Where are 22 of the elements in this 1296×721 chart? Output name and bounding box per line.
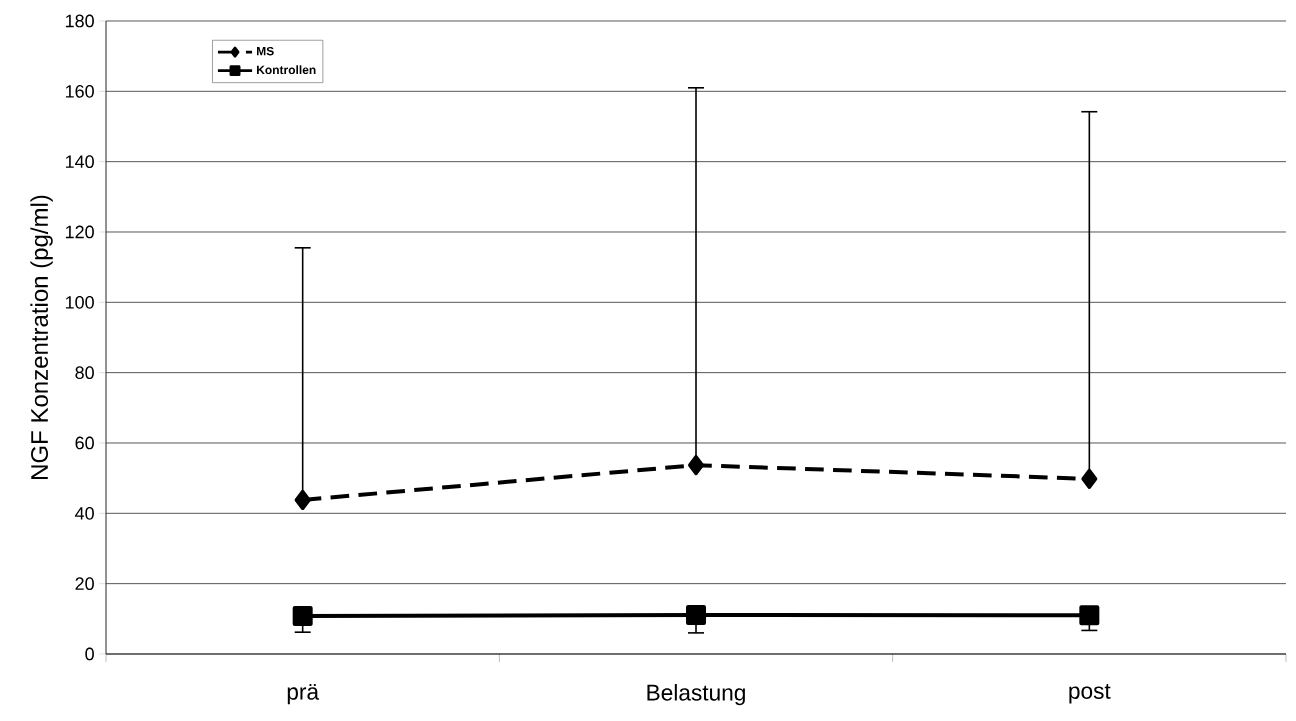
legend-label: MS (257, 46, 274, 56)
y-tick-label: 120 (65, 225, 94, 239)
point (292, 606, 313, 627)
legend-label: Kontrollen (257, 65, 316, 75)
y-tick-label: 60 (75, 436, 94, 450)
point (294, 489, 311, 510)
y-tick-label: 40 (75, 506, 94, 520)
y-tick-label: 180 (65, 14, 94, 28)
y-axis-title: NGF Konzentration (pg/ml) (30, 195, 53, 479)
x-tick-label: Belastung (647, 684, 745, 706)
y-tick-label: 80 (75, 366, 94, 380)
y-tick-label: 0 (85, 647, 94, 661)
point (1079, 605, 1100, 626)
x-tick-label: prä (287, 684, 320, 705)
y-tick-label: 20 (75, 577, 94, 591)
x-tick-label: post (1069, 684, 1111, 704)
y-tick-label: 160 (65, 84, 94, 98)
point (686, 604, 706, 625)
y-tick-label: 140 (65, 155, 94, 169)
point (1081, 468, 1098, 489)
y-tick-label: 100 (65, 295, 94, 309)
point (688, 455, 705, 476)
